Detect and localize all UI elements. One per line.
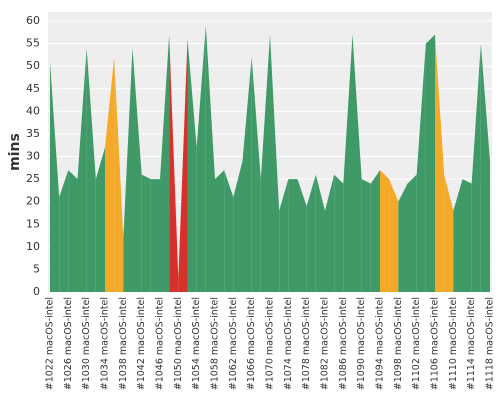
x-tick-label: #1038 macOS-intel bbox=[118, 297, 129, 390]
x-tick-label: #1106 macOS-intel bbox=[430, 297, 441, 390]
x-tick-label: #1074 macOS-intel bbox=[283, 297, 294, 390]
y-tick-label: 30 bbox=[26, 150, 40, 163]
area-segment bbox=[224, 170, 234, 292]
y-tick-label: 15 bbox=[26, 217, 40, 230]
y-tick-label: 60 bbox=[26, 14, 40, 27]
x-tick-label: #1054 macOS-intel bbox=[191, 297, 202, 390]
area-segment bbox=[453, 179, 463, 292]
x-tick-label: #1098 macOS-intel bbox=[393, 297, 404, 390]
area-segment bbox=[59, 170, 69, 292]
y-tick-label: 50 bbox=[26, 59, 40, 72]
area-segment bbox=[233, 161, 243, 292]
x-tick-label: #1062 macOS-intel bbox=[228, 297, 239, 390]
area-segment bbox=[334, 174, 344, 292]
area-segment bbox=[306, 174, 316, 292]
area-segment bbox=[425, 34, 435, 292]
area-segment bbox=[370, 170, 380, 292]
area-segment bbox=[343, 34, 353, 292]
area-segment bbox=[352, 34, 362, 292]
x-tick-label: #1114 macOS-intel bbox=[466, 297, 477, 390]
area-segment bbox=[325, 174, 335, 292]
area-segment bbox=[160, 34, 170, 292]
area-segment bbox=[380, 170, 390, 292]
y-tick-label: 55 bbox=[26, 37, 40, 50]
area-segment bbox=[105, 57, 115, 293]
area-segment bbox=[205, 25, 215, 292]
area-segment bbox=[297, 179, 307, 292]
x-tick-label: #1086 macOS-intel bbox=[338, 297, 349, 390]
x-tick-label: #1102 macOS-intel bbox=[411, 297, 422, 390]
area-segment bbox=[178, 39, 188, 293]
x-tick-label: #1094 macOS-intel bbox=[375, 297, 386, 390]
area-segment bbox=[123, 48, 133, 293]
area-segment bbox=[416, 43, 426, 293]
area-segment bbox=[361, 179, 371, 292]
area-segment bbox=[77, 48, 87, 293]
area-segment bbox=[215, 170, 225, 292]
area-segment bbox=[462, 179, 472, 292]
area-segment bbox=[196, 25, 206, 292]
area-segment bbox=[251, 57, 261, 293]
area-segment bbox=[132, 48, 142, 293]
y-axis-label: mins bbox=[7, 133, 23, 171]
x-tick-label: #1022 macOS-intel bbox=[45, 297, 56, 390]
x-tick-label: #1050 macOS-intel bbox=[173, 297, 184, 390]
x-tick-label: #1110 macOS-intel bbox=[448, 297, 459, 390]
area-segment bbox=[279, 179, 289, 292]
y-tick-label: 20 bbox=[26, 195, 40, 208]
y-tick-label: 35 bbox=[26, 127, 40, 140]
y-tick-label: 25 bbox=[26, 172, 40, 185]
x-tick-label: #1026 macOS-intel bbox=[63, 297, 74, 390]
area-segment bbox=[169, 34, 179, 292]
area-segment bbox=[114, 57, 124, 293]
area-segment bbox=[270, 34, 280, 292]
area-segment bbox=[141, 174, 151, 292]
x-tick-label: #1118 macOS-intel bbox=[485, 297, 496, 390]
area-segment bbox=[95, 147, 105, 292]
x-tick-label: #1046 macOS-intel bbox=[155, 297, 166, 390]
y-tick-label: 0 bbox=[33, 285, 40, 298]
x-tick-label: #1034 macOS-intel bbox=[100, 297, 111, 390]
area-segment bbox=[471, 43, 481, 293]
area-segment bbox=[407, 174, 417, 292]
y-tick-label: 5 bbox=[33, 262, 40, 275]
area-segment bbox=[444, 174, 454, 292]
x-tick-label: #1090 macOS-intel bbox=[356, 297, 367, 390]
area-segment bbox=[398, 183, 408, 292]
x-tick-label: #1058 macOS-intel bbox=[210, 297, 221, 390]
area-segment bbox=[260, 34, 270, 292]
x-tick-label: #1070 macOS-intel bbox=[265, 297, 276, 390]
area-segment bbox=[242, 57, 252, 293]
x-tick-label: #1066 macOS-intel bbox=[246, 297, 257, 390]
y-tick-label: 45 bbox=[26, 82, 40, 95]
area-segment bbox=[480, 43, 490, 293]
area-segment bbox=[315, 174, 325, 292]
area-segment bbox=[389, 179, 399, 292]
area-segment bbox=[68, 170, 78, 292]
area-segment bbox=[150, 179, 160, 292]
x-tick-label: #1042 macOS-intel bbox=[136, 297, 147, 390]
area-segment bbox=[435, 34, 445, 292]
x-tick-label: #1082 macOS-intel bbox=[320, 297, 331, 390]
area-segment bbox=[50, 61, 60, 293]
area-segment bbox=[187, 39, 197, 293]
area-segment bbox=[86, 48, 96, 293]
x-tick-label: #1078 macOS-intel bbox=[301, 297, 312, 390]
y-tick-label: 40 bbox=[26, 104, 40, 117]
area-segment bbox=[288, 179, 298, 292]
x-tick-label: #1030 macOS-intel bbox=[81, 297, 92, 390]
y-tick-label: 10 bbox=[26, 240, 40, 253]
